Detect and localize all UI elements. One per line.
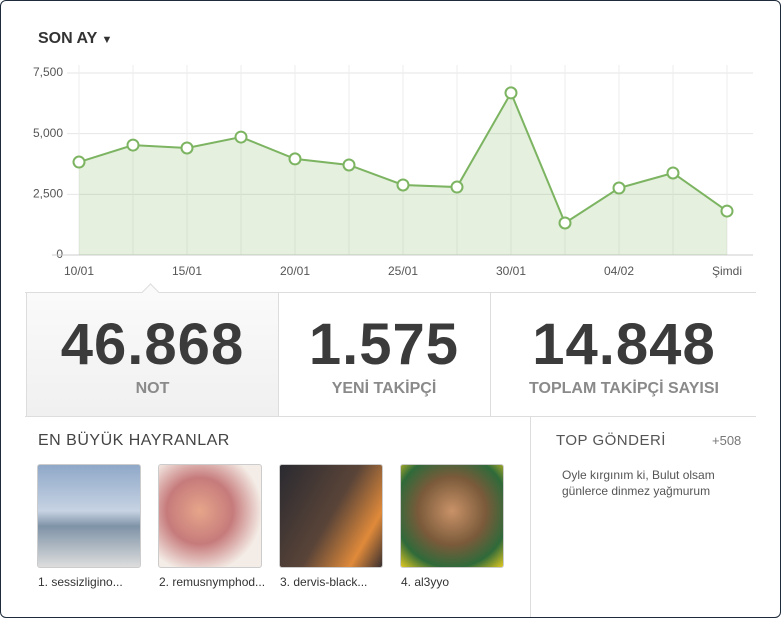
dropdown-arrow: ▼ <box>101 34 113 46</box>
avatar[interactable] <box>158 464 262 568</box>
top-post-title: TOP GÖNDERİ <box>556 432 666 449</box>
y-tick-label: 5,000 <box>33 126 63 140</box>
point <box>504 86 518 100</box>
top-post-text[interactable]: Oyle kırgınım ki, Bulut olsam günlerce d… <box>562 468 715 498</box>
point <box>342 158 356 172</box>
avatar[interactable] <box>37 464 141 568</box>
stat-value: 1.575 <box>308 312 460 377</box>
point <box>666 166 680 180</box>
fans-title: EN BÜYÜK HAYRANLAR <box>38 432 230 449</box>
point <box>612 181 626 195</box>
divider <box>25 292 756 293</box>
fan-name[interactable]: 4. al3yyo <box>401 575 450 589</box>
stat-label: YENİ TAKİPÇİ <box>331 380 437 397</box>
period-label: SON AY <box>38 30 97 47</box>
point <box>558 216 572 230</box>
x-tick-label: 15/01 <box>172 264 202 278</box>
avatar[interactable] <box>279 464 383 568</box>
point <box>288 152 302 166</box>
stat-label: NOT <box>135 380 170 397</box>
point <box>126 138 140 152</box>
point <box>180 141 194 155</box>
y-tick-label: 0 <box>56 247 63 261</box>
point <box>720 204 734 218</box>
divider <box>25 416 756 417</box>
stat-value: 14.848 <box>532 312 716 377</box>
stat-value: 46.868 <box>60 312 245 377</box>
stat-box: 14.848 TOPLAM TAKİPÇİ SAYISI <box>490 293 757 416</box>
y-tick-label: 7,500 <box>33 65 63 79</box>
fan-name[interactable]: 2. remusnymphod... <box>159 575 266 589</box>
x-tick-label: 10/01 <box>64 264 94 278</box>
point <box>450 180 464 194</box>
point <box>72 155 86 169</box>
x-tick-label: 04/02 <box>604 264 634 278</box>
fan-name[interactable]: 3. dervis-black... <box>280 575 368 589</box>
stat-label: TOPLAM TAKİPÇİ SAYISI <box>529 380 719 397</box>
x-tick-label: 30/01 <box>496 264 526 278</box>
y-tick-label: 2,500 <box>33 187 63 201</box>
top-post-count: +508 <box>712 433 742 448</box>
point <box>234 130 248 144</box>
fan-name[interactable]: 1. sessizligino... <box>38 575 123 589</box>
x-tick-label: Şimdi <box>712 264 742 278</box>
stat-box: 46.868 NOT <box>26 293 279 417</box>
divider <box>530 417 531 617</box>
period-dropdown[interactable]: SON AY ▼ <box>38 30 112 48</box>
stat-box: 1.575 YENİ TAKİPÇİ <box>278 293 490 416</box>
point <box>396 178 410 192</box>
x-tick-label: 20/01 <box>280 264 310 278</box>
chart: 0 2,500 5,000 7,500 10/01 15/01 20/01 25/01 30/0… <box>33 65 753 278</box>
avatar[interactable] <box>400 464 504 568</box>
area <box>79 92 727 255</box>
x-tick-label: 25/01 <box>388 264 418 278</box>
